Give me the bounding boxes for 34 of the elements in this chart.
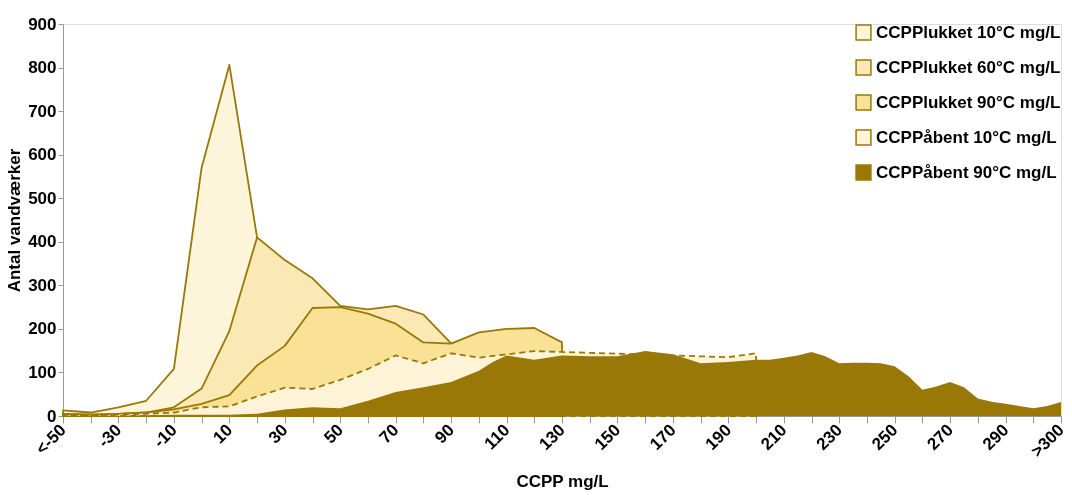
y-tick-label: 900: [28, 14, 57, 34]
y-tick-label: 800: [28, 58, 57, 78]
x-tick-label: 250: [868, 420, 902, 454]
x-tick-label: 270: [923, 420, 957, 454]
y-axis-title: Antal vandværker: [5, 148, 25, 293]
x-tick-label: 50: [320, 420, 348, 448]
x-tick-label: 70: [375, 420, 403, 448]
x-tick-label: 130: [535, 420, 569, 454]
y-tick-label: 700: [28, 101, 57, 121]
x-tick-label: 210: [757, 420, 791, 454]
x-tick-label: 170: [646, 420, 680, 454]
legend-label: CCPPlukket 90°C mg/L: [876, 92, 1061, 112]
x-tick-label: -10: [149, 420, 181, 452]
x-tick-label: 30: [264, 420, 292, 448]
x-tick-label: 190: [701, 420, 736, 454]
legend-label: CCPPlukket 60°C mg/L: [876, 57, 1061, 77]
x-tick-label: -30: [94, 420, 126, 452]
x-tick-label: 150: [590, 420, 625, 454]
x-axis-title: CCPP mg/L: [516, 472, 609, 492]
x-tick-label: 290: [978, 420, 1013, 454]
y-tick-label: 500: [28, 188, 57, 208]
y-tick-label: 600: [28, 145, 57, 165]
y-tick-label: 100: [28, 362, 57, 382]
legend-label: CCPPåbent 10°C mg/L: [876, 127, 1057, 147]
y-tick-label: 400: [28, 232, 57, 252]
legend-label: CCPPlukket 10°C mg/L: [876, 22, 1061, 42]
y-tick-label: 300: [28, 275, 57, 295]
y-tick-label: 200: [28, 319, 57, 339]
x-tick-label: 10: [209, 420, 237, 448]
y-tick-label: 0: [47, 406, 57, 426]
x-tick-label: 110: [480, 420, 514, 454]
x-tick-label: 230: [812, 420, 847, 454]
legend-label: CCPPåbent 90°C mg/L: [876, 162, 1057, 182]
x-tick-label: 90: [431, 420, 458, 448]
